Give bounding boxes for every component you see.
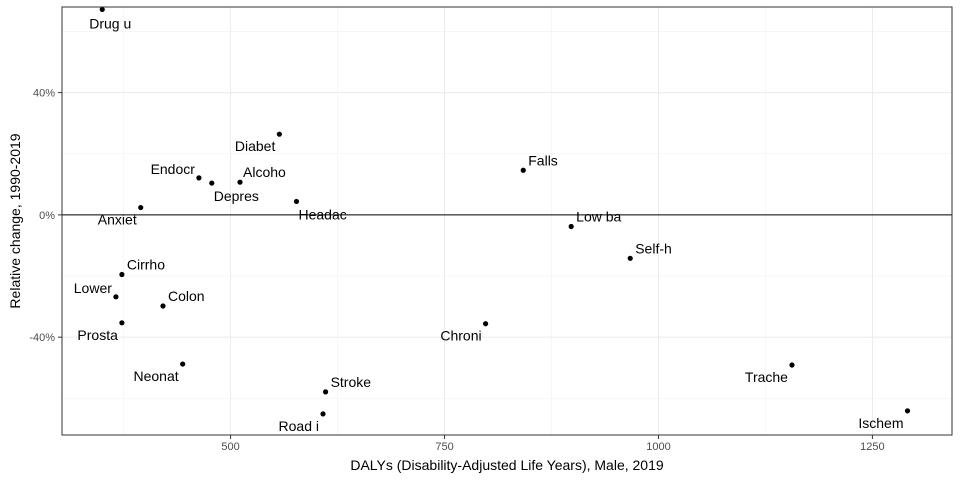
y-tick-label: 40% [33,88,55,100]
y-tick-label: -40% [29,332,55,344]
point-label: Anxiet [98,212,137,228]
point-label: Neonat [134,368,179,384]
data-point [119,271,125,278]
point-labels: Drug u Diabet Endocr Depres Alcoho Headac Anxi… [74,15,904,433]
data-point [320,411,326,417]
point-label: Self-h [635,240,672,256]
data-points [99,6,911,417]
point-label: Ischem [858,415,903,431]
x-tick-label: 750 [435,441,453,453]
point-label: Prosta [77,327,118,343]
data-point [160,303,166,309]
point-label: Stroke [331,374,372,390]
point-label: Colon [168,288,205,304]
point-label: Diabet [235,138,276,154]
data-point [568,223,574,230]
data-point [322,389,329,395]
point-label: Chroni [440,328,481,344]
grid-minor [62,7,952,435]
data-point [138,204,144,211]
point-label: Depres [214,188,259,204]
data-point [904,408,911,414]
point-label: Drug u [89,15,131,31]
data-point [180,361,186,367]
point-label: Road i [279,418,319,434]
x-axis-ticks: 500 750 1000 1250 [221,435,885,453]
data-point [520,167,526,173]
point-label: Cirrho [127,257,165,273]
data-point [293,198,300,205]
y-tick-label: 0% [39,210,55,222]
data-point [209,180,215,186]
data-point [99,6,105,13]
point-label: Lower [74,280,112,296]
data-point [196,175,202,181]
point-label: Endocr [151,161,196,177]
data-point [113,294,119,300]
point-label: Headac [298,206,346,222]
data-point [237,179,243,185]
point-label: Trache [745,369,788,385]
x-tick-label: 1000 [646,441,670,453]
y-axis-ticks: -40% 0% 40% [29,88,62,344]
point-label: Falls [528,152,558,168]
data-point [789,362,795,368]
data-point [119,320,125,326]
panel-border [61,6,953,436]
point-label: Alcoho [243,164,286,180]
data-point [483,321,489,327]
x-tick-label: 1250 [860,441,884,453]
point-label: Low ba [576,209,621,225]
data-point [627,255,633,261]
x-tick-label: 500 [221,441,239,453]
y-axis-title: Relative change, 1990-2019 [7,133,23,308]
data-point [276,131,282,137]
x-axis-title: DALYs (Disability-Adjusted Life Years), … [350,457,664,473]
